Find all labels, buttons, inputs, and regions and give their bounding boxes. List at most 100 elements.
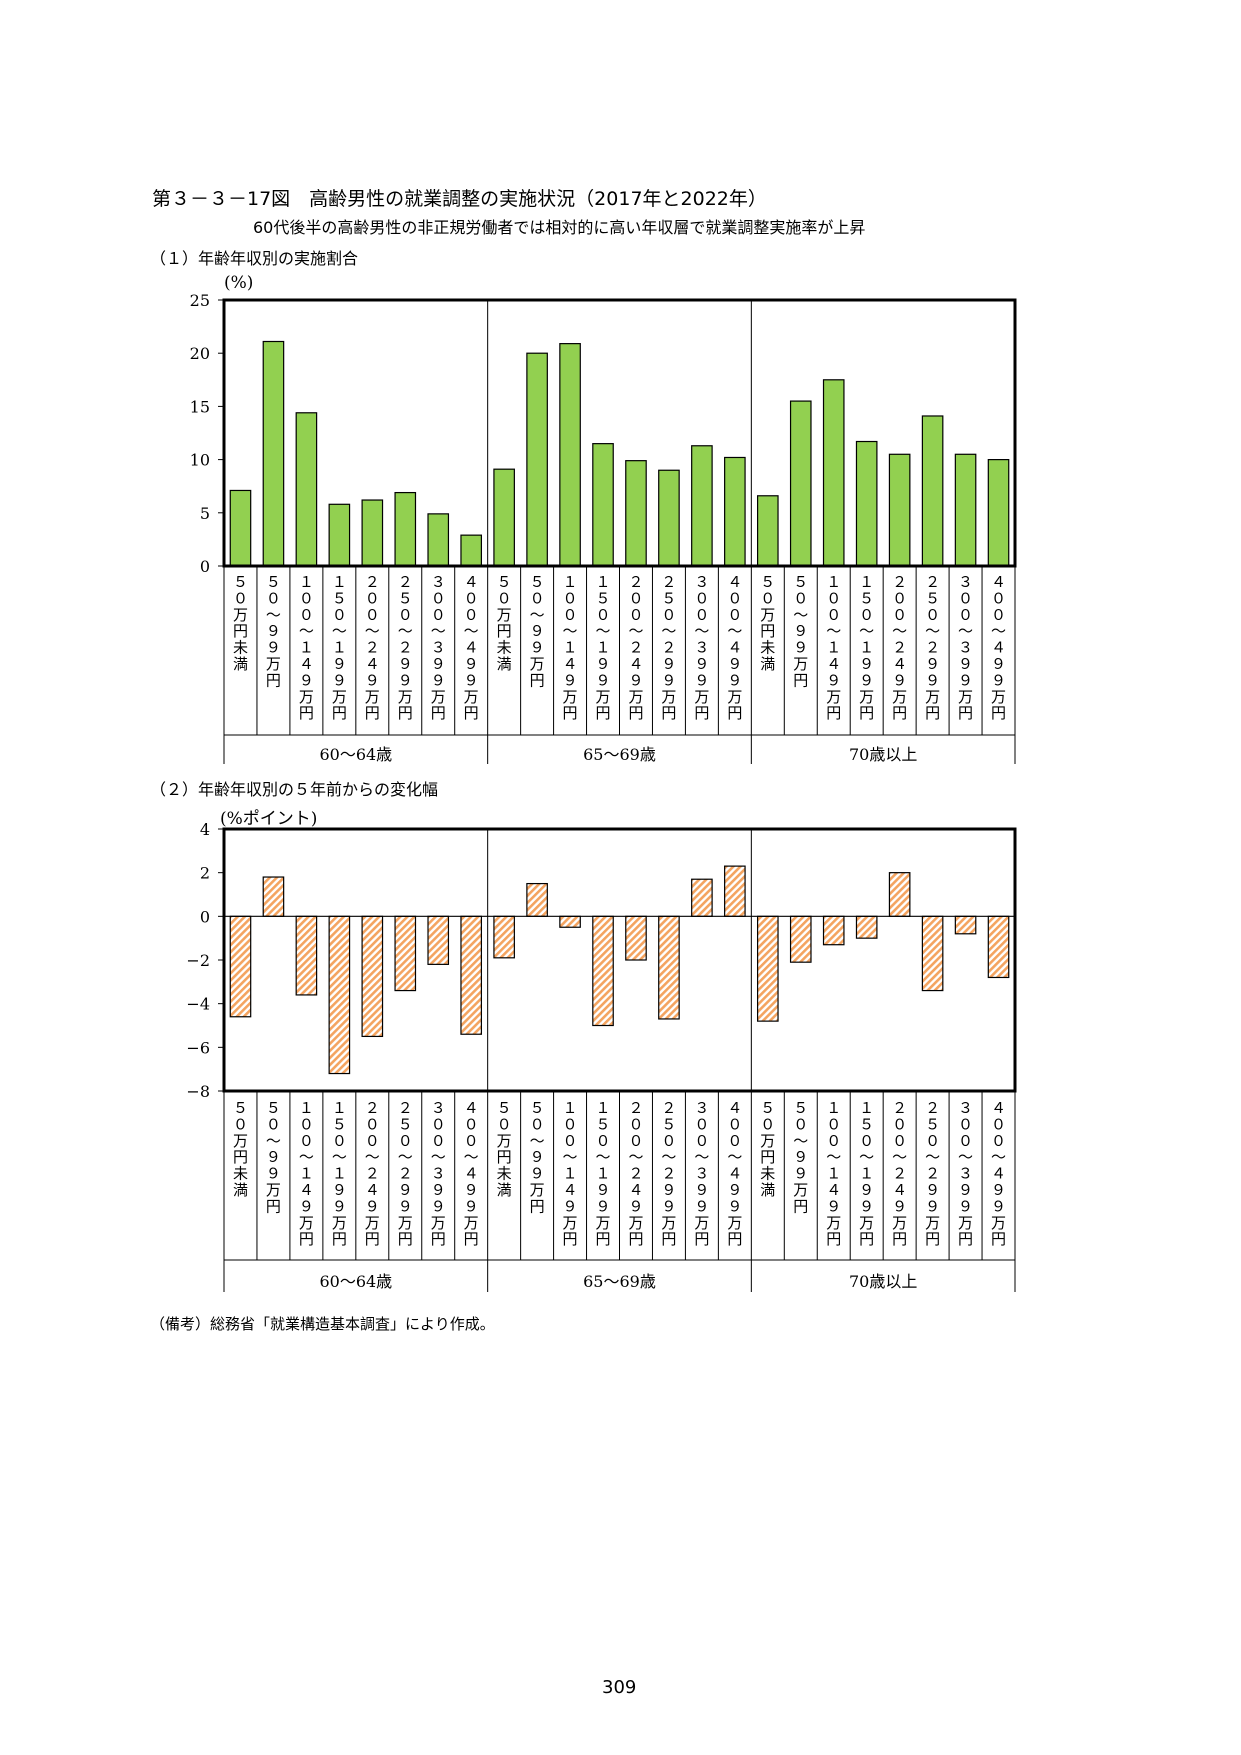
category-label: 万 [826,1214,841,1232]
category-label: ～ [431,1148,446,1166]
category-label: ２ [892,639,907,657]
category-label: ９ [925,655,940,673]
category-label: 円 [859,704,874,722]
category-label: ０ [266,1115,281,1133]
bar [625,915,647,961]
category-label: ５ [398,589,413,607]
category-label: ～ [596,1148,611,1166]
chart1-unit-label: (%) [224,273,254,293]
category-label: ９ [332,1181,347,1199]
category-label: ０ [793,1115,808,1133]
category-label: ９ [266,622,281,640]
bar [526,882,548,917]
category-label: ０ [563,606,578,624]
group-label: 70歳以上 [849,1272,917,1291]
category-label: ５ [661,1115,676,1133]
category-label: ９ [727,1197,742,1215]
category-label: 円 [398,704,413,722]
category-label: ９ [596,1197,611,1215]
category-label: ０ [365,589,380,607]
category-label: ９ [727,1181,742,1199]
category-label: １ [299,573,314,591]
y-tick-label: −8 [186,1082,210,1101]
category-label: ４ [464,573,479,591]
category-label: 万 [596,1214,611,1232]
bar [724,865,746,917]
category-label: 万 [892,688,907,706]
category-label: ９ [892,671,907,689]
category-label: ３ [958,573,973,591]
category-label: ９ [530,1148,545,1166]
category-label: ～ [299,622,314,640]
category-label: ９ [464,1181,479,1199]
category-label: 円 [760,622,775,640]
category-label: ０ [925,606,940,624]
category-label: ９ [596,671,611,689]
bar [789,915,812,963]
category-label: １ [332,573,347,591]
category-label: ９ [793,1165,808,1183]
category-label: 万 [991,1214,1006,1232]
category-label: ９ [530,622,545,640]
category-label: ４ [727,1165,742,1183]
category-label: ９ [464,655,479,673]
category-label: 万 [530,1181,545,1199]
y-tick-label: 0 [200,907,210,926]
category-label: ４ [826,655,841,673]
category-label: ５ [925,1115,940,1133]
category-label: ９ [530,1165,545,1183]
category-label: ～ [991,622,1006,640]
group-label: 65～69歳 [583,745,656,764]
category-label: 未 [497,1165,512,1183]
category-label: ９ [661,1197,676,1215]
category-label: 万 [661,688,676,706]
category-label: ０ [958,589,973,607]
category-label: 未 [760,639,775,657]
category-label: 万 [793,1181,808,1199]
bar [328,915,351,1075]
category-label: ～ [661,1148,676,1166]
category-label: 円 [793,671,808,689]
category-label: ９ [266,1148,281,1166]
category-label: ９ [431,671,446,689]
category-label: ０ [596,606,611,624]
category-label: ９ [563,1197,578,1215]
category-label: ９ [398,1197,413,1215]
category-label: ９ [727,655,742,673]
category-label: ０ [530,589,545,607]
category-label: ０ [727,1132,742,1150]
category-label: ０ [991,1132,1006,1150]
bar [295,915,318,996]
category-label: ～ [299,1148,314,1166]
category-label: ０ [563,1132,578,1150]
category-label: １ [859,573,874,591]
category-label: ０ [694,1115,709,1133]
y-tick-label: 5 [200,504,210,523]
category-label: 円 [925,704,940,722]
category-label: 円 [628,704,643,722]
category-label: ０ [497,1115,512,1133]
category-label: ９ [661,671,676,689]
category-label: 円 [727,1230,742,1248]
category-label: 円 [332,704,347,722]
category-label: 円 [563,1230,578,1248]
category-label: 万 [332,1214,347,1232]
category-label: ～ [694,622,709,640]
category-label: 円 [826,704,841,722]
bar [460,915,483,1035]
bar [559,915,581,928]
category-label: 万 [826,688,841,706]
bar [394,915,417,992]
category-label: ９ [859,1197,874,1215]
category-label: ３ [694,639,709,657]
category-label: ４ [299,1181,314,1199]
bar [658,915,680,1020]
category-label: 円 [299,704,314,722]
category-label: ０ [233,589,248,607]
bar [361,915,384,1038]
category-label: 円 [530,671,545,689]
group-label: 60～64歳 [319,745,392,764]
category-label: 未 [233,1165,248,1183]
category-label: ～ [332,622,347,640]
category-label: ４ [464,1099,479,1117]
